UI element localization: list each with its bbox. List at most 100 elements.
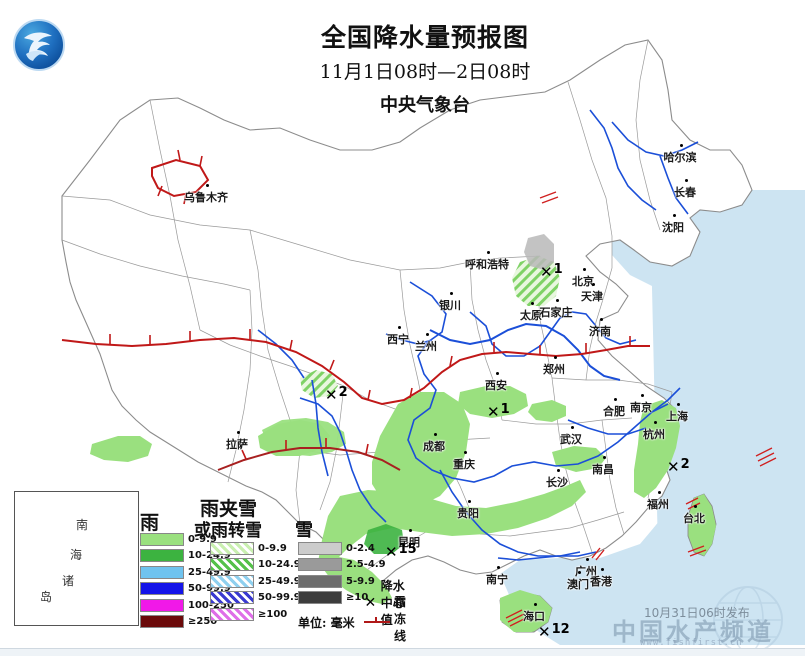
city-label: 澳门: [567, 578, 589, 591]
map-title-block: 全国降水量预报图 11月1日08时—2日08时 中央气象台: [255, 23, 595, 117]
precip-center-value: 15: [398, 542, 417, 557]
city-label: 重庆: [453, 458, 475, 471]
city-label: 沈阳: [662, 221, 684, 234]
city-label: 哈尔滨: [663, 151, 697, 164]
city-dot: [600, 318, 603, 321]
map-legend: 南 海 诸 岛 雨 雨夹雪 或雨转雪 雪 0-9.9 10-24.9 25-49.9…: [14, 488, 406, 643]
precip-center-marker: ✕1: [540, 262, 563, 281]
city-dot: [654, 421, 657, 424]
city-label: 南宁: [486, 573, 508, 586]
precip-center-value: 2: [338, 385, 348, 400]
precip-center-value: 2: [680, 457, 690, 472]
frost-line-icon: [364, 610, 390, 626]
inset-label-zhu: 诸: [62, 574, 75, 588]
legend-symbol-label-frost: 霜冻线: [394, 594, 407, 643]
legend-column-snow: 0-2.4 2.5-4.9 5-9.9 ≥10: [298, 541, 386, 607]
legend-swatch: [210, 541, 254, 555]
city-label: 台北: [683, 512, 705, 525]
legend-range-label: 10-24.9: [258, 559, 301, 571]
x-marker-icon: ✕: [385, 543, 398, 561]
legend-range-label: 5-9.9: [346, 575, 375, 587]
legend-swatch-row: 50-99.9: [210, 591, 301, 605]
city-dot: [641, 394, 644, 397]
city-dot: [586, 558, 589, 561]
city-dot: [206, 184, 209, 187]
precip-center-value: 1: [553, 262, 563, 277]
legend-swatch-row: 0-9.9: [210, 541, 301, 555]
city-label: 贵阳: [457, 507, 479, 520]
legend-swatch-row: 10-24.9: [210, 558, 301, 572]
legend-swatch: [210, 607, 254, 621]
city-label: 上海: [666, 410, 688, 423]
city-dot: [571, 426, 574, 429]
legend-range-label: 25-49.9: [258, 575, 301, 587]
legend-swatch-row: 5-9.9: [298, 574, 386, 588]
city-label: 南昌: [592, 463, 614, 476]
city-dot: [685, 179, 688, 182]
city-label: 太原: [520, 309, 542, 322]
legend-swatch-row: 0-9.9: [140, 532, 234, 546]
legend-swatch: [210, 558, 254, 572]
city-dot: [434, 433, 437, 436]
city-label: 广州: [575, 565, 597, 578]
legend-symbol-keys: ✕ 降水中心值 霜冻线: [364, 579, 408, 643]
city-dot: [496, 372, 499, 375]
city-label: 银川: [439, 299, 461, 312]
precip-center-marker: ✕1: [487, 402, 510, 421]
precip-center-marker: ✕2: [667, 457, 690, 476]
precip-sleet-area: [300, 256, 560, 398]
inset-label-dao: 岛: [40, 590, 53, 604]
precip-center-marker: ✕15: [385, 542, 417, 561]
city-label: 天津: [581, 290, 603, 303]
legend-heading-rain: 雨: [140, 512, 160, 534]
city-dot: [497, 566, 500, 569]
city-dot: [487, 251, 490, 254]
city-dot: [534, 603, 537, 606]
legend-swatch-row: 25-49.9: [140, 565, 234, 579]
city-label: 合肥: [603, 405, 625, 418]
city-label: 北京: [572, 275, 594, 288]
legend-symbol-label-center: 降水中心值: [380, 578, 405, 627]
city-dot: [694, 505, 697, 508]
south-china-sea-inset: [14, 491, 139, 626]
legend-swatch: [210, 574, 254, 588]
city-label: 南京: [630, 401, 652, 414]
city-label: 兰州: [415, 340, 437, 353]
city-dot: [601, 568, 604, 571]
watermark-brand: 中国水产频道: [612, 617, 774, 646]
wind-barb-icons: [505, 191, 777, 627]
city-label: 济南: [589, 325, 611, 338]
city-label: 成都: [423, 440, 445, 453]
legend-swatch: [140, 549, 184, 563]
x-marker-icon: ✕: [364, 593, 377, 610]
city-label: 郑州: [543, 363, 565, 376]
precip-snow-area: [524, 234, 554, 270]
x-marker-icon: ✕: [538, 623, 551, 641]
legend-range-label: 0-2.4: [346, 542, 375, 554]
legend-swatch-row: ≥100: [210, 607, 301, 621]
legend-column-rain: 0-9.9 10-24.9 25-49.9 50-99.9 100-250 ≥250: [140, 532, 234, 632]
legend-range-label: 50-99.9: [188, 583, 231, 595]
city-dot: [426, 333, 429, 336]
legend-range-label: ≥10: [346, 592, 369, 604]
city-dot: [409, 529, 412, 532]
watermark-url: www.fishfirst.cn: [640, 638, 743, 648]
legend-range-label: 25-49.9: [188, 566, 231, 578]
x-marker-icon: ✕: [667, 458, 680, 476]
legend-swatch-row: ≥10: [298, 591, 386, 605]
legend-heading-snow: 雪: [295, 520, 313, 541]
precip-rain-moderate: [364, 524, 404, 554]
legend-unit-label: 单位: 毫米: [298, 616, 355, 630]
legend-range-label: 0-9.9: [188, 533, 217, 545]
legend-range-label: 2.5-4.9: [346, 559, 386, 571]
city-dot: [556, 299, 559, 302]
legend-swatch-row: 2.5-4.9: [298, 558, 386, 572]
legend-swatch-row: 50-99.9: [140, 582, 234, 596]
city-label: 拉萨: [226, 438, 248, 451]
legend-swatch-row: 0-2.4: [298, 541, 386, 555]
city-label: 长沙: [546, 476, 568, 489]
city-label: 海口: [523, 610, 545, 623]
city-label: 杭州: [643, 428, 665, 441]
